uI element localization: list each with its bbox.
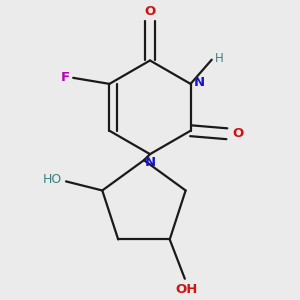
Text: OH: OH [175,283,197,296]
Text: O: O [232,127,244,140]
Text: H: H [215,52,224,65]
Text: HO: HO [43,173,62,186]
Text: O: O [144,4,156,18]
Text: F: F [60,71,70,84]
Text: N: N [194,76,205,89]
Text: N: N [144,156,156,169]
